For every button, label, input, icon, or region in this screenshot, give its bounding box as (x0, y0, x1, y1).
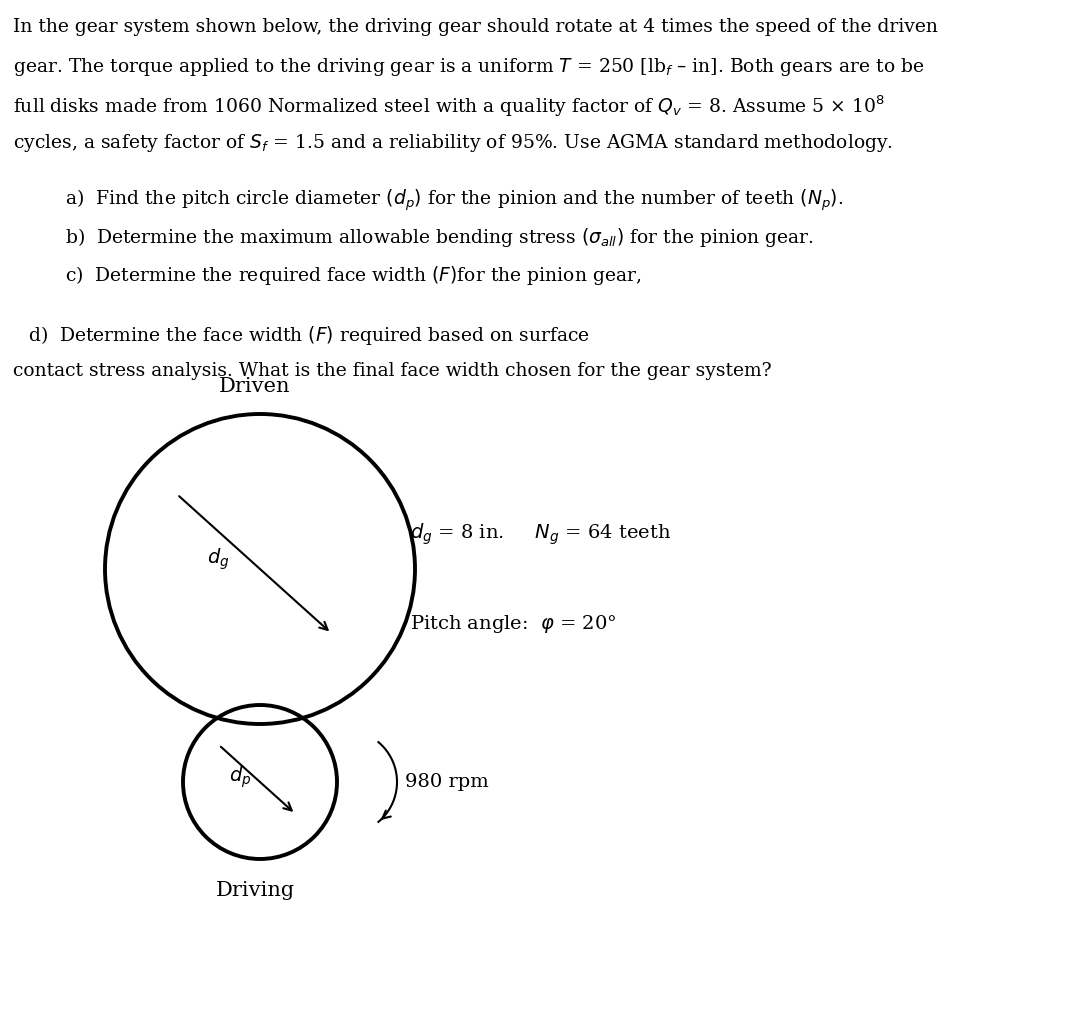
Text: full disks made from 1060 Normalized steel with a quality factor of $Q_v$ = 8. A: full disks made from 1060 Normalized ste… (13, 94, 885, 120)
Text: contact stress analysis. What is the final face width chosen for the gear system: contact stress analysis. What is the fin… (13, 362, 771, 380)
Text: c)  Determine the required face width $(F)$for the pinion gear,: c) Determine the required face width $(F… (66, 264, 641, 287)
Text: b)  Determine the maximum allowable bending stress $(\sigma_{all})$ for the pini: b) Determine the maximum allowable bendi… (66, 226, 814, 249)
Text: Pitch angle:  $\varphi$ = 20°: Pitch angle: $\varphi$ = 20° (410, 613, 616, 635)
Text: a)  Find the pitch circle diameter $(d_p)$ for the pinion and the number of teet: a) Find the pitch circle diameter $(d_p)… (66, 188, 843, 213)
Text: Driving: Driving (216, 881, 294, 900)
Text: $d_g$: $d_g$ (207, 546, 229, 571)
Text: In the gear system shown below, the driving gear should rotate at 4 times the sp: In the gear system shown below, the driv… (13, 18, 938, 36)
Text: Driven: Driven (219, 377, 291, 396)
Text: d)  Determine the face width $(F)$ required based on surface: d) Determine the face width $(F)$ requir… (28, 324, 590, 347)
Text: 980 rpm: 980 rpm (405, 773, 489, 791)
Text: cycles, a safety factor of $S_f$ = 1.5 and a reliability of 95%. Use AGMA standa: cycles, a safety factor of $S_f$ = 1.5 a… (13, 132, 894, 154)
Text: $d_g$ = 8 in.     $N_g$ = 64 teeth: $d_g$ = 8 in. $N_g$ = 64 teeth (410, 521, 671, 547)
Text: gear. The torque applied to the driving gear is a uniform $T$ = 250 [lb$_f$ – in: gear. The torque applied to the driving … (13, 56, 925, 78)
Text: $d_p$: $d_p$ (229, 764, 251, 790)
